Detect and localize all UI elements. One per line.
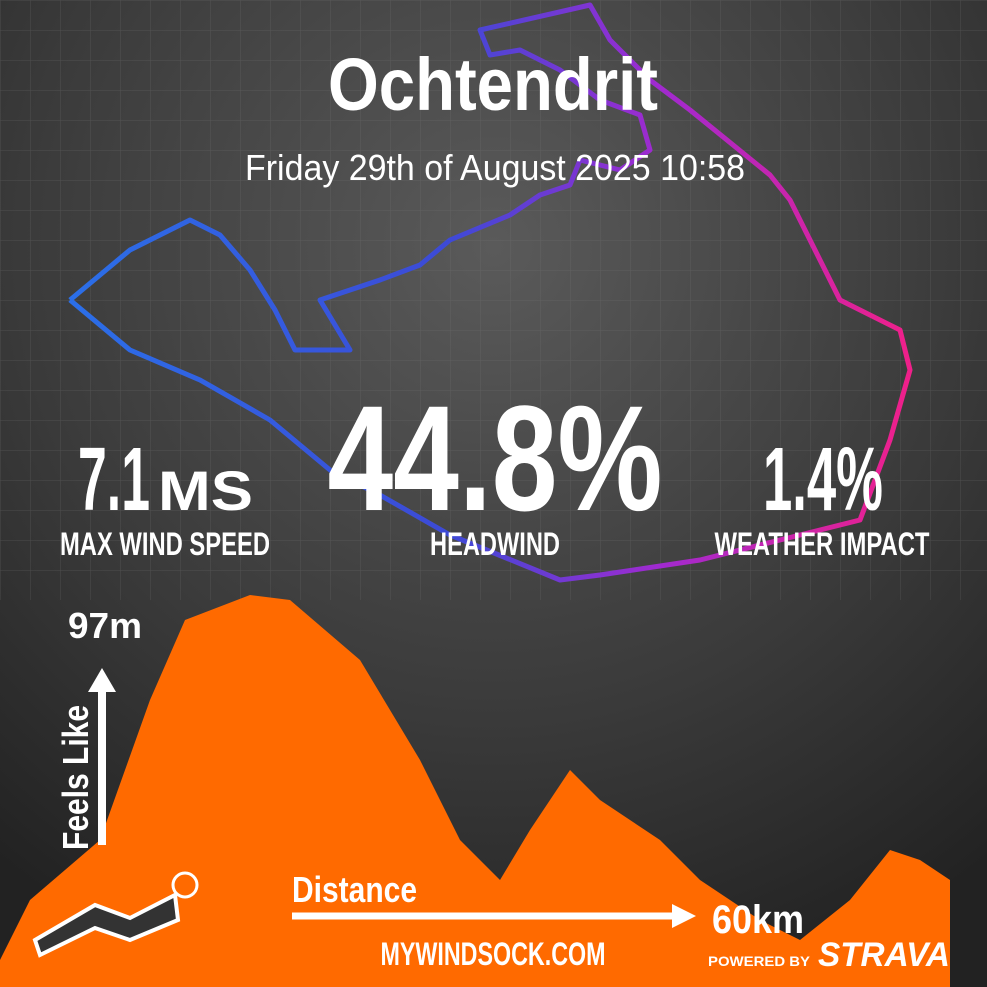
title: Ochtendrit xyxy=(328,43,658,126)
grid xyxy=(0,0,987,600)
site: MYWINDSOCK.COM xyxy=(381,936,606,972)
y-label: Feels Like xyxy=(55,705,96,850)
bike-icon xyxy=(32,891,181,958)
stat-label: WEATHER IMPACT xyxy=(715,526,930,562)
stat-value: 7.1 xyxy=(78,430,150,530)
date: Friday 29th of August 2025 10:58 xyxy=(245,147,745,188)
elevation-profile xyxy=(0,595,950,987)
powered-by: POWERED BY xyxy=(708,953,811,969)
stat-value: 1.4% xyxy=(763,430,883,530)
distance: 60km xyxy=(712,898,804,942)
stat-value: 44.8% xyxy=(328,374,663,542)
brand: STRAVA xyxy=(818,936,950,974)
x-label: Distance xyxy=(292,869,417,910)
stat-label: HEADWIND xyxy=(430,526,560,562)
weather-icon xyxy=(171,871,199,899)
x-arrow-head xyxy=(672,904,696,928)
y-arrow-head xyxy=(88,668,116,692)
route xyxy=(68,2,913,583)
stat-unit: MS xyxy=(158,459,253,522)
stat-label: MAX WIND SPEED xyxy=(60,526,270,562)
profile-max: 97m xyxy=(68,605,142,646)
